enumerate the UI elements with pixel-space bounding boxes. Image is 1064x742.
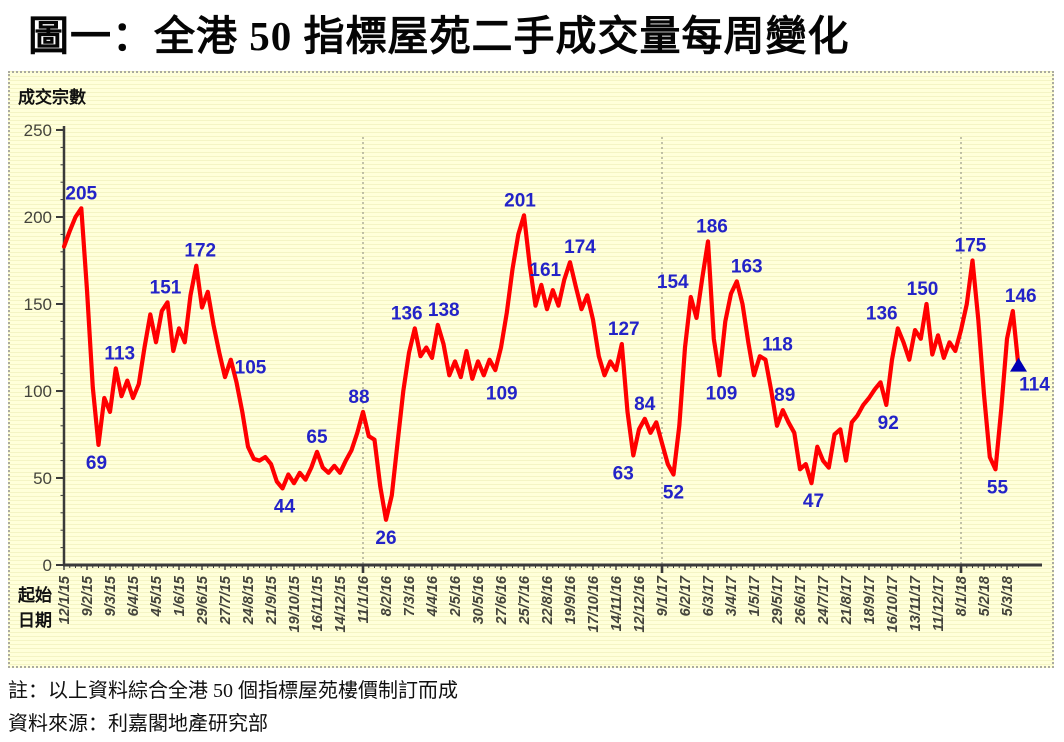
data-label: 151 xyxy=(150,277,182,298)
x-tick-label: 9/2/15 xyxy=(80,575,96,616)
data-label: 44 xyxy=(274,496,296,517)
data-label: 113 xyxy=(104,343,135,364)
data-label: 52 xyxy=(663,483,684,504)
x-tick-label: 30/5/16 xyxy=(471,575,487,624)
note-source: 資料來源：利嘉閣地產研究部 xyxy=(8,713,268,735)
data-label: 109 xyxy=(486,383,518,404)
x-tick-label: 7/3/16 xyxy=(402,575,418,616)
x-tick-label: 5/3/18 xyxy=(1000,575,1016,616)
chart-panel: 成交宗數 起始 日期 0 50 100 150 200 250 12/1/15 9/2/15 9… xyxy=(8,71,1054,668)
data-label: 138 xyxy=(428,300,460,321)
y-tick-label: 100 xyxy=(24,382,52,401)
x-tick-label: 26/6/17 xyxy=(793,575,809,625)
x-tick-label: 19/9/16 xyxy=(563,575,579,624)
y-axis-unit-label: 成交宗數 xyxy=(18,88,86,107)
data-label: 26 xyxy=(375,528,396,549)
latest-point-marker xyxy=(1010,357,1027,372)
data-label: 172 xyxy=(184,241,216,262)
x-axis-corner-label-line2: 日期 xyxy=(18,611,52,630)
data-label: 161 xyxy=(529,260,561,281)
data-label: 55 xyxy=(987,477,1009,498)
data-label: 136 xyxy=(866,303,898,324)
x-tick-label: 14/12/15 xyxy=(333,575,349,632)
x-axis-corner-label-line1: 起始 xyxy=(18,586,52,605)
x-tick-label: 22/8/16 xyxy=(540,575,556,625)
data-label: 118 xyxy=(762,335,793,356)
x-tick-label: 17/10/16 xyxy=(586,575,602,632)
x-axis-corner-label: 起始 日期 xyxy=(18,583,52,633)
x-tick-label: 8/2/16 xyxy=(379,575,395,616)
data-label: 84 xyxy=(634,394,656,415)
x-tick-label: 11/12/17 xyxy=(931,575,947,631)
data-label: 154 xyxy=(657,272,689,293)
x-tick-label: 29/6/15 xyxy=(195,575,211,625)
x-tick-label: 6/4/15 xyxy=(126,575,142,616)
data-label: 163 xyxy=(731,256,763,277)
y-tick-label: 200 xyxy=(24,208,52,227)
x-tick-label: 5/2/18 xyxy=(977,575,993,616)
x-tick-label: 9/3/15 xyxy=(103,575,119,616)
x-tick-label: 24/7/17 xyxy=(816,575,832,625)
x-tick-label: 16/10/17 xyxy=(885,575,901,632)
x-tick-label: 6/3/17 xyxy=(701,575,717,616)
x-tick-label: 3/4/17 xyxy=(724,575,740,616)
x-tick-label: 19/10/15 xyxy=(287,575,303,632)
data-label: 146 xyxy=(1005,286,1037,307)
x-tick-label: 4/5/15 xyxy=(149,575,165,617)
x-tick-label: 6/2/17 xyxy=(678,575,694,616)
data-label: 88 xyxy=(348,387,369,408)
x-tick-label: 1/6/15 xyxy=(172,575,188,616)
x-tick-label: 12/12/16 xyxy=(632,575,648,632)
data-label: 47 xyxy=(803,491,824,512)
data-label: 205 xyxy=(65,183,97,204)
x-tick-label: 24/8/15 xyxy=(241,575,257,625)
data-label: 63 xyxy=(613,463,634,484)
note-data-basis: 註：以上資料綜合全港 50 個指標屋苑樓價制訂而成 xyxy=(8,680,458,702)
x-tick-label: 16/11/15 xyxy=(310,575,326,631)
data-label: 201 xyxy=(504,190,536,211)
x-tick-label: 14/11/16 xyxy=(609,575,625,631)
chart-line xyxy=(61,206,1021,522)
data-label: 174 xyxy=(564,237,596,258)
data-label: 92 xyxy=(878,413,899,434)
x-tick-label: 18/9/17 xyxy=(862,575,878,624)
data-label: 186 xyxy=(696,216,728,237)
y-tick-label: 250 xyxy=(24,121,52,140)
y-tick-label: 50 xyxy=(33,469,52,488)
y-tick-label: 0 xyxy=(43,556,52,575)
x-tick-label: 1/5/17 xyxy=(747,575,763,616)
data-label: 65 xyxy=(306,427,328,448)
data-label: 127 xyxy=(608,319,640,340)
x-tick-label: 9/1/17 xyxy=(655,575,671,616)
data-label: 105 xyxy=(235,357,267,378)
x-tick-label: 21/8/17 xyxy=(839,575,855,625)
x-tick-label: 25/7/16 xyxy=(517,575,533,625)
x-tick-label: 12/1/15 xyxy=(57,575,73,624)
x-tick-label: 4/4/16 xyxy=(425,575,441,617)
x-tick-label: 21/9/15 xyxy=(264,575,280,625)
data-label: 69 xyxy=(86,453,107,474)
x-tick-label: 8/1/18 xyxy=(954,575,970,616)
x-tick-label: 27/6/16 xyxy=(494,575,510,625)
data-label: 136 xyxy=(391,303,423,324)
data-label: 114 xyxy=(1019,375,1050,396)
data-label: 89 xyxy=(774,385,795,406)
data-label: 150 xyxy=(907,279,939,300)
data-label: 175 xyxy=(955,236,987,257)
transactions-line-chart: 0 50 100 150 200 250 12/1/15 9/2/15 9/3/15 6/4/15… xyxy=(24,121,1051,632)
x-tick-label: 2/5/16 xyxy=(448,575,464,617)
x-tick-label: 11/1/16 xyxy=(356,575,372,623)
page-title: 圖一：全港 50 指標屋苑二手成交量每周變化 xyxy=(28,13,850,59)
x-tick-label: 29/5/17 xyxy=(770,575,786,625)
data-label: 109 xyxy=(706,383,738,404)
x-tick-label: 27/7/15 xyxy=(218,575,234,625)
x-tick-label: 13/11/17 xyxy=(908,575,924,631)
y-tick-label: 150 xyxy=(24,295,52,314)
